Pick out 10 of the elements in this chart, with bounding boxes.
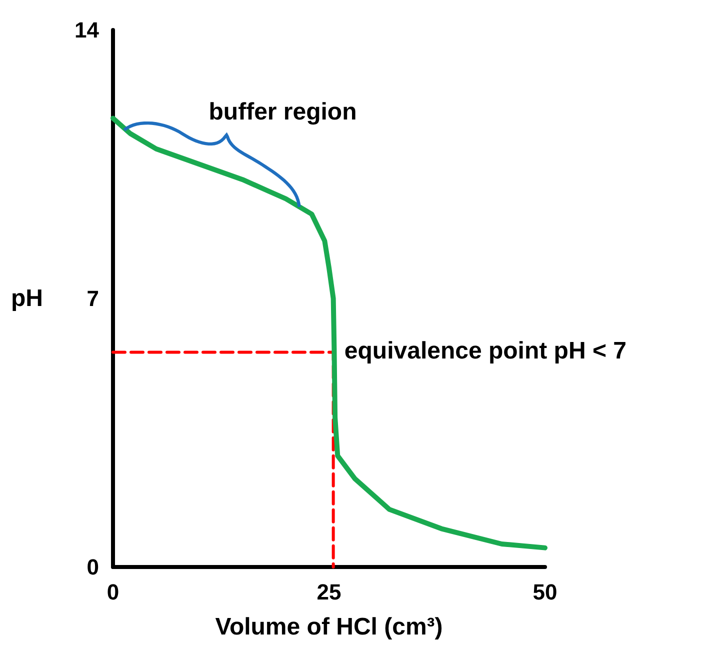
annotation: buffer region <box>208 98 357 126</box>
x-tick-label: 25 <box>316 580 342 604</box>
y-tick-label: 7 <box>86 286 99 311</box>
x-axis-title: Volume of HCl (cm³) <box>215 614 443 640</box>
y-tick-label: 0 <box>86 554 99 580</box>
x-tick-label: 50 <box>532 580 558 604</box>
y-tick-label: 14 <box>74 18 100 42</box>
y-axis-title: pH <box>10 285 43 312</box>
x-tick-label: 0 <box>106 580 120 604</box>
annotation: equivalence point pH < 7 <box>344 337 626 364</box>
